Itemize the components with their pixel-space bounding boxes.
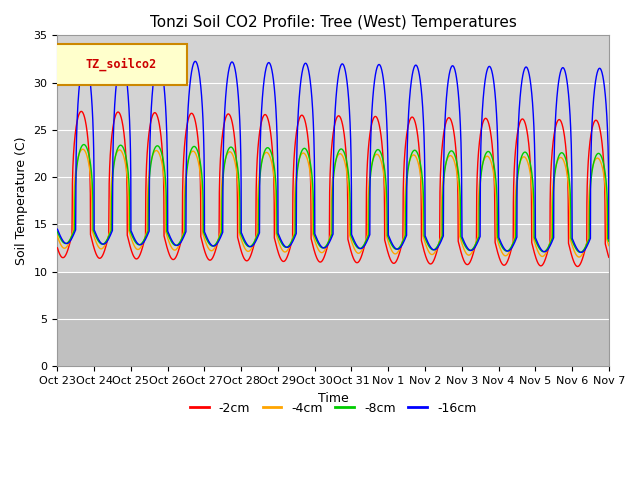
Legend: -2cm, -4cm, -8cm, -16cm: -2cm, -4cm, -8cm, -16cm xyxy=(185,396,481,420)
Title: Tonzi Soil CO2 Profile: Tree (West) Temperatures: Tonzi Soil CO2 Profile: Tree (West) Temp… xyxy=(150,15,516,30)
Text: TZ_soilco2: TZ_soilco2 xyxy=(85,58,156,71)
FancyBboxPatch shape xyxy=(54,44,187,85)
Y-axis label: Soil Temperature (C): Soil Temperature (C) xyxy=(15,137,28,265)
Bar xyxy=(58,272,609,366)
X-axis label: Time: Time xyxy=(317,392,349,405)
